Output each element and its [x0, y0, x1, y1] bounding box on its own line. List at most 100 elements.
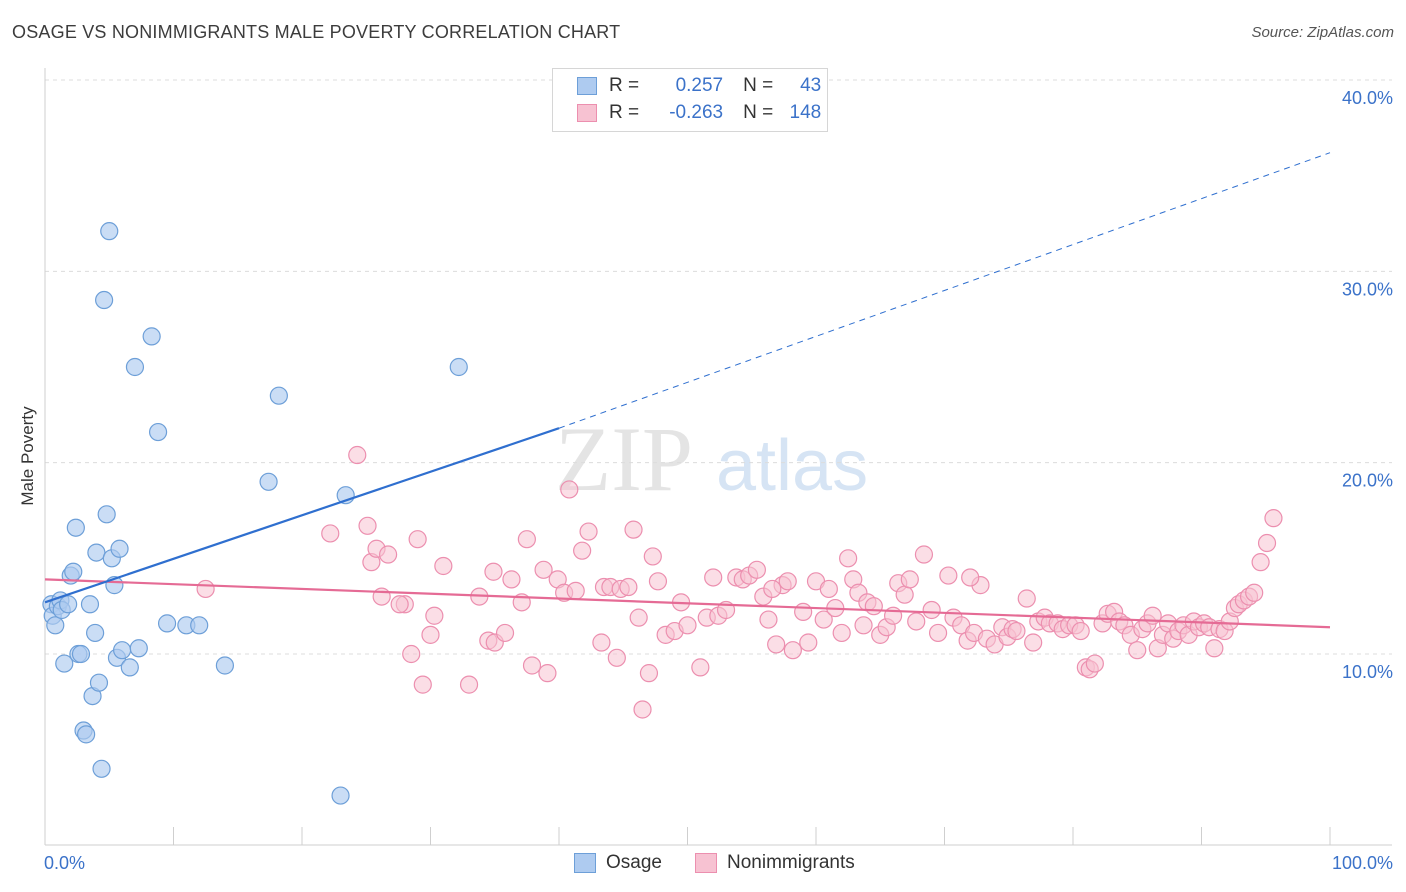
nonimmigrants-point	[402, 644, 421, 664]
y-tick-label: 10.0%	[1342, 662, 1393, 682]
nonimmigrants-point	[358, 516, 377, 535]
legend-item-nonimmigrants[interactable]: Nonimmigrants	[695, 852, 855, 874]
nonimmigrants-point	[321, 524, 340, 543]
osage-point	[142, 327, 161, 346]
watermark: ZIP atlas	[555, 408, 868, 510]
nonimmigrants-point	[678, 616, 697, 635]
legend-item-osage[interactable]: Osage	[574, 852, 662, 874]
nonimmigrants-point	[783, 641, 802, 660]
osage-point	[97, 505, 116, 524]
nonimmigrants-point	[794, 602, 813, 622]
nonimmigrants-point	[413, 675, 432, 694]
osage-swatch	[574, 853, 596, 873]
osage-point	[80, 595, 100, 614]
nonimmigrants-point	[408, 530, 427, 549]
legend-n-value: 43	[800, 75, 822, 96]
osage-point	[95, 290, 114, 310]
osage-point	[87, 543, 106, 562]
legend-r-value: -0.263	[669, 102, 724, 123]
nonimmigrants-point	[459, 675, 479, 694]
nonimmigrants-point	[390, 595, 409, 614]
axes	[44, 68, 1392, 846]
x-tick-label: 100.0%	[1332, 853, 1393, 873]
nonimmigrants-point	[502, 570, 521, 589]
legend-r-label: R =	[609, 102, 640, 123]
nonimmigrants-point	[629, 608, 648, 627]
nonimmigrants-point	[607, 648, 626, 667]
x-tick-label: 0.0%	[44, 853, 85, 873]
watermark-zip: ZIP	[555, 408, 693, 510]
nonimmigrants-point	[495, 623, 515, 643]
nonimmigrants-point	[767, 635, 786, 654]
nonimmigrants-point	[348, 445, 367, 465]
nonimmigrants-point	[839, 549, 858, 568]
osage-point	[89, 673, 109, 692]
nonimmigrants-point	[1257, 533, 1277, 553]
legend-n-value: 148	[789, 102, 822, 123]
nonimmigrants-point	[778, 572, 797, 591]
nonimmigrants-point	[747, 560, 766, 579]
correlation-legend: R = 0.257 N = 43 R = -0.263 N = 148	[552, 68, 828, 132]
nonimmigrants-point	[691, 658, 710, 677]
nonimmigrants-point	[864, 597, 883, 616]
osage-point	[59, 595, 78, 614]
osage-point	[71, 644, 91, 664]
nonimmigrants-point	[922, 600, 941, 620]
nonimmigrants-point	[378, 545, 398, 564]
nonimmigrants-point	[1007, 621, 1026, 641]
nonimmigrants-point	[484, 562, 503, 581]
nonimmigrants-point	[639, 664, 659, 683]
legend-r-label: R =	[609, 75, 640, 96]
nonimmigrants-point	[522, 656, 542, 675]
nonimmigrants-point	[560, 480, 579, 499]
nonimmigrants-point	[643, 547, 662, 566]
osage-point	[110, 539, 129, 558]
nonimmigrants-point	[819, 579, 838, 599]
nonimmigrants-point	[1017, 589, 1036, 608]
nonimmigrants-point	[196, 579, 215, 599]
nonimmigrants-point	[928, 623, 948, 643]
osage-point	[66, 518, 85, 537]
osage-trend-line	[44, 427, 560, 604]
nonimmigrants-point	[1085, 654, 1104, 673]
osage-point	[120, 658, 139, 677]
nonimmigrants-point	[1245, 583, 1264, 602]
nonimmigrants-point	[1071, 621, 1090, 641]
osage-point	[148, 422, 168, 442]
nonimmigrants-point	[939, 566, 958, 585]
osage-point	[190, 616, 209, 635]
osage-point	[259, 472, 278, 491]
nonimmigrants-point	[763, 579, 782, 599]
osage-point	[331, 786, 350, 805]
grid-lines	[45, 79, 1392, 655]
nonimmigrants-point	[421, 625, 440, 644]
osage-point	[92, 759, 111, 778]
nonimmigrants-swatch	[695, 853, 717, 873]
nonimmigrants-point	[914, 545, 934, 564]
nonimmigrants-point	[759, 610, 778, 629]
nonimmigrants-point	[592, 633, 611, 652]
nonimmigrants-point	[832, 623, 851, 643]
osage-point	[64, 562, 83, 581]
y-tick-label: 20.0%	[1342, 471, 1393, 491]
nonimmigrants-point	[1251, 553, 1270, 572]
osage-trend-extension	[558, 152, 1331, 429]
legend-label-osage: Osage	[606, 852, 662, 873]
trend-lines	[44, 152, 1331, 629]
nonimmigrants-point	[854, 616, 873, 635]
nonimmigrants-point	[961, 568, 980, 587]
nonimmigrants-point	[517, 530, 536, 549]
osage-point	[269, 386, 288, 405]
legend-row-nonimmigrants: R = -0.263 N = 148	[577, 101, 821, 125]
nonimmigrants-point	[1205, 639, 1224, 658]
nonimmigrants-point	[538, 664, 557, 683]
series-legend: Osage Nonimmigrants	[0, 852, 1406, 878]
nonimmigrants-point	[814, 610, 833, 629]
nonimmigrants-point	[624, 520, 643, 539]
legend-row-osage: R = 0.257 N = 43	[577, 74, 821, 98]
osage-point	[86, 623, 105, 643]
osage-point	[55, 654, 74, 673]
osage-points	[42, 222, 468, 805]
legend-label-nonimmigrants: Nonimmigrants	[727, 852, 855, 873]
nonimmigrants-trend-line	[44, 578, 1331, 629]
